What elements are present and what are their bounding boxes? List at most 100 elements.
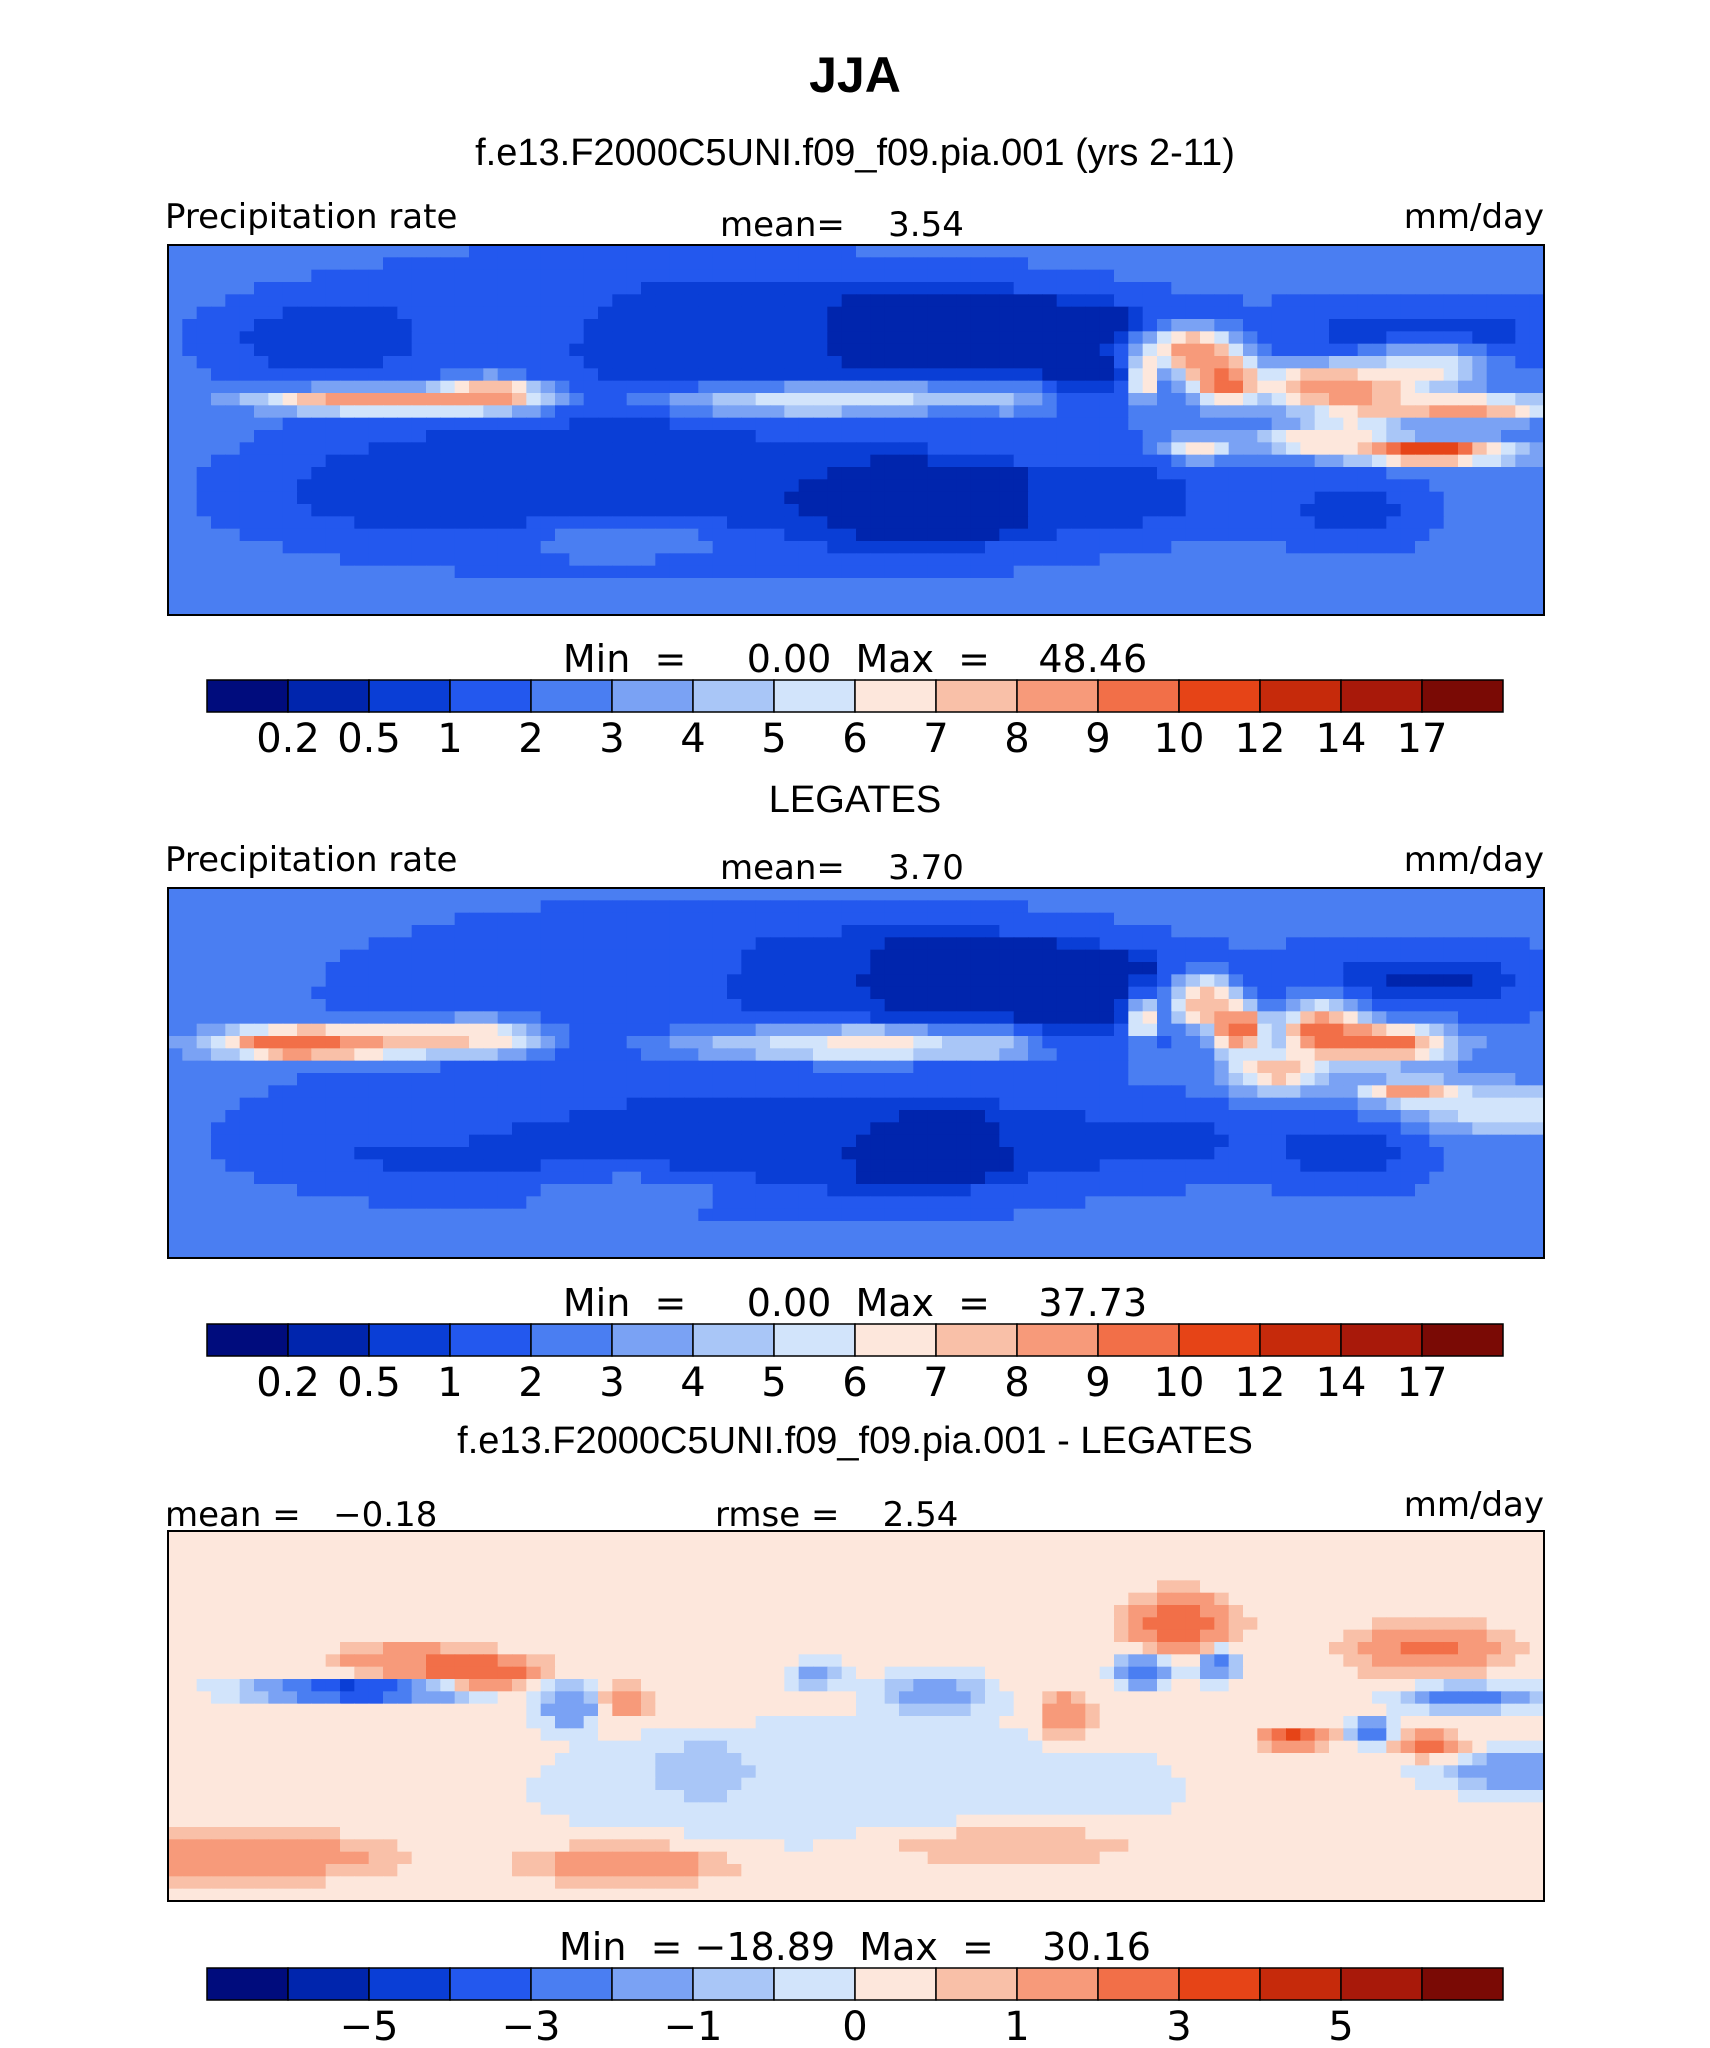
map-cell [297, 912, 312, 926]
map-cell [841, 590, 857, 604]
map-cell [956, 1147, 972, 1160]
map-cell [970, 1122, 986, 1136]
map-cell [512, 1134, 527, 1148]
map-cell [569, 602, 585, 615]
map-cell [1157, 1060, 1172, 1074]
map-cell [884, 430, 900, 443]
map-cell [1257, 541, 1273, 554]
map-cell [1099, 479, 1115, 493]
map-cell [440, 282, 456, 295]
map-cell [1472, 331, 1488, 345]
map-cell [1329, 1085, 1344, 1099]
map-cell [411, 888, 427, 901]
map-cell [254, 504, 269, 517]
map-cell [182, 442, 198, 456]
map-cell [1329, 1060, 1344, 1074]
map-cell [1013, 900, 1029, 914]
map-cell [942, 578, 957, 591]
map-cell [1443, 405, 1459, 419]
map-cell [497, 565, 513, 579]
map-cell [698, 282, 714, 295]
map-cell [583, 504, 599, 517]
map-cell [1429, 454, 1445, 468]
map-cell [540, 1122, 556, 1136]
map-cell [1515, 528, 1531, 542]
map-cell [483, 368, 499, 382]
map-cell [182, 553, 198, 567]
map-cell [1228, 912, 1244, 926]
map-cell [1099, 343, 1115, 357]
map-cell [1200, 541, 1215, 554]
map-cell [512, 257, 527, 271]
map-cell [813, 442, 828, 456]
map-cell [913, 553, 929, 567]
map-cell [225, 319, 241, 332]
map-cell [741, 269, 757, 283]
map-cell [798, 937, 814, 951]
map-cell [1271, 282, 1287, 295]
map-cell [770, 553, 785, 567]
map-cell [354, 516, 370, 530]
map-cell [741, 912, 757, 926]
map-cell [383, 1110, 398, 1123]
map-cell [583, 516, 599, 530]
map-cell [1171, 319, 1187, 332]
map-cell [1443, 949, 1459, 963]
map-cell [1200, 1134, 1215, 1148]
map-cell [411, 1097, 427, 1111]
map-cell [1529, 504, 1544, 517]
map-cell [884, 541, 900, 554]
map-cell [641, 1110, 656, 1123]
map-cell [712, 306, 728, 320]
map-cell [397, 528, 413, 542]
map-cell [397, 504, 413, 517]
map-cell [899, 331, 914, 345]
map-cell [411, 925, 427, 938]
map-cell [999, 1060, 1015, 1074]
map-cell [426, 442, 441, 456]
map-cell [411, 553, 427, 567]
map-cell [1228, 1073, 1244, 1086]
map-cell [1056, 1048, 1072, 1062]
map-cell [1357, 467, 1373, 480]
map-cell [669, 1122, 685, 1136]
map-cell [970, 541, 986, 554]
map-cell [1214, 319, 1230, 332]
map-cell [626, 1048, 642, 1062]
map-cell [325, 343, 341, 357]
map-cell [770, 912, 785, 926]
map-cell [1486, 294, 1502, 308]
map-cell [1343, 393, 1359, 406]
map-cell [612, 504, 628, 517]
map-cell [712, 949, 728, 963]
map-cell [727, 1036, 742, 1049]
map-cell [942, 294, 957, 308]
map-cell [1472, 602, 1488, 615]
map-cell [1099, 974, 1115, 988]
map-cell [1372, 245, 1387, 258]
map-cell [913, 949, 929, 963]
map-cell [927, 900, 943, 914]
map-cell [526, 269, 542, 283]
map-cell [1042, 491, 1058, 505]
map-cell [1171, 269, 1187, 283]
map-cell [426, 479, 441, 493]
map-cell [999, 504, 1015, 517]
map-cell [727, 442, 742, 456]
map-cell [1515, 479, 1531, 493]
map-cell [970, 974, 986, 988]
map-cell [1415, 1073, 1430, 1086]
map-cell [239, 294, 255, 308]
map-cell [1028, 405, 1043, 419]
map-cell [483, 602, 499, 615]
map-cell [540, 1023, 556, 1037]
map-cell [1286, 245, 1301, 258]
map-cell [798, 1147, 814, 1160]
map-cell [282, 1110, 298, 1123]
map-cell [268, 912, 284, 926]
map-cell [1085, 937, 1101, 951]
map-cell [641, 553, 656, 567]
map-cell [1171, 393, 1187, 406]
colorbar-box [1178, 679, 1261, 713]
map-cell [1314, 900, 1330, 914]
